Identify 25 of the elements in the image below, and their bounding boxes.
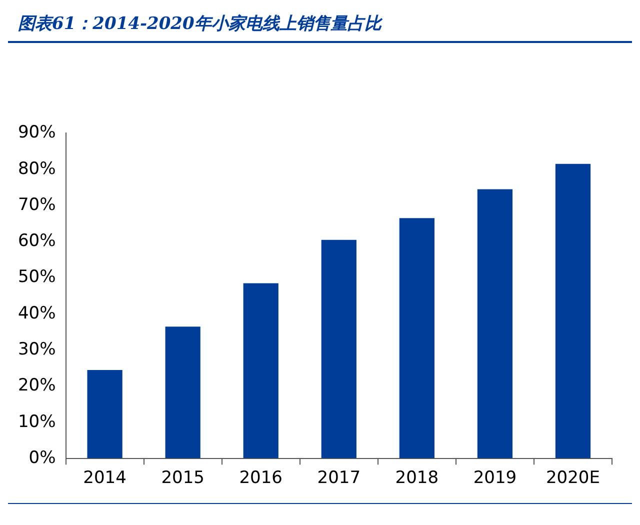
bar <box>477 189 513 458</box>
bar <box>243 283 278 458</box>
chart-title: 图表61：2014-2020年小家电线上销售量占比 <box>8 8 632 43</box>
x-tick-label: 2018 <box>395 468 439 488</box>
bar <box>165 326 200 458</box>
x-tick-label: 2020E <box>546 468 600 488</box>
y-tick-label: 10% <box>18 412 56 432</box>
bar <box>555 164 591 458</box>
bar <box>321 240 356 458</box>
x-tick-label: 2015 <box>161 468 204 488</box>
y-tick-label: 80% <box>18 158 56 179</box>
y-tick-label: 90% <box>18 122 56 143</box>
x-tick-label: 2017 <box>317 468 361 488</box>
x-tick-label: 2019 <box>473 468 517 488</box>
x-tick-label: 2016 <box>239 468 282 488</box>
x-tick-label: 2014 <box>83 468 126 488</box>
y-tick-label: 0% <box>28 448 56 468</box>
bar <box>399 218 434 458</box>
y-tick-label: 30% <box>18 340 56 360</box>
y-tick-label: 40% <box>18 303 56 324</box>
y-tick-label: 60% <box>18 231 56 252</box>
y-tick-label: 50% <box>18 267 56 288</box>
y-tick-label: 20% <box>18 376 56 396</box>
y-tick-label: 70% <box>18 194 56 215</box>
bar <box>87 370 122 458</box>
